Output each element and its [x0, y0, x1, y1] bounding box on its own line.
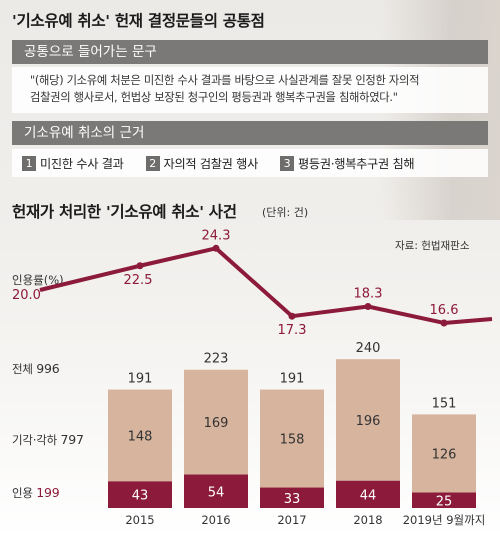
- bar-dismissed-2019년 9월까지: [412, 414, 476, 493]
- rate-first-value: 20.0: [12, 288, 41, 303]
- accepted-series-sum: 199: [36, 485, 60, 500]
- bar-total-label: 191: [280, 372, 305, 387]
- rate-series-label: 인용률(%): [12, 273, 64, 287]
- x-tick-label: 2019년 9월까지: [403, 513, 486, 527]
- common-phrase-quote: "(해당) 기소유예 처분은 미진한 수사 결과를 바탕으로 사실관계를 잘못 …: [12, 67, 488, 113]
- bar-accepted-label: 44: [360, 488, 377, 503]
- rate-point-label: 18.3: [354, 286, 383, 301]
- ground-number-3: 3: [280, 155, 294, 171]
- x-tick-label: 2017: [277, 513, 306, 527]
- chart-title: 헌재가 처리한 '기소유예 취소' 사건: [12, 203, 237, 221]
- accepted-series-name: 인용: [12, 486, 33, 500]
- ground-number-1: 1: [22, 155, 36, 171]
- total-series-label: 전체 996: [12, 361, 60, 377]
- bar-total-label: 240: [356, 341, 381, 356]
- rate-point: [364, 302, 372, 310]
- bar-total-label: 151: [432, 396, 457, 411]
- bar-accepted-2016: [184, 474, 248, 508]
- total-series-sum: 996: [36, 361, 60, 376]
- chart-source: 자료: 헌법재판소: [395, 240, 470, 252]
- bar-dismissed-2015: [108, 389, 172, 482]
- bar-total-label: 191: [128, 372, 153, 387]
- ground-item-1: 1 미진한 수사 결과: [22, 154, 124, 172]
- ground-item-3: 3 평등권·행복추구권 침해: [280, 154, 415, 172]
- bar-dismissed-label: 158: [280, 433, 305, 448]
- common-phrase-header: 공통으로 들어가는 문구: [12, 40, 488, 64]
- accepted-series-label: 인용 199: [12, 485, 60, 501]
- rate-point: [440, 319, 448, 327]
- dismissed-series-label: 기각·각하 797: [12, 432, 84, 448]
- quote-line-1: "(해당) 기소유예 처분은 미진한 수사 결과를 바탕으로 사실관계를 잘못 …: [30, 74, 420, 87]
- x-tick-label: 2016: [201, 513, 230, 527]
- bar-dismissed-2018: [336, 359, 400, 481]
- ground-label-3: 평등권·행복추구권 침해: [298, 157, 415, 171]
- page-title: '기소유예 취소' 헌재 결정문들의 공통점: [12, 12, 265, 30]
- total-series-name: 전체: [12, 362, 33, 376]
- x-tick-label: 2015: [125, 513, 154, 527]
- bar-accepted-label: 33: [284, 492, 301, 507]
- rate-point: [136, 262, 144, 270]
- bar-accepted-2015: [108, 481, 172, 508]
- dismissed-series-name: 기각·각하: [12, 433, 57, 447]
- bar-dismissed-2017: [260, 389, 324, 488]
- chart-unit: (단위: 건): [262, 206, 309, 219]
- quote-line-2: 검찰권의 행사로서, 헌법상 보장된 청구인의 평등권과 행복추구권을 침해하였…: [30, 91, 398, 104]
- bar-dismissed-label: 196: [356, 414, 381, 429]
- ground-item-2: 2 자의적 검찰권 행사: [145, 154, 259, 172]
- bar-accepted-label: 54: [208, 485, 225, 500]
- bar-accepted-2019년 9월까지: [412, 492, 476, 508]
- rate-point-label: 24.3: [202, 228, 231, 243]
- rate-point-label: 22.5: [124, 273, 153, 288]
- bar-accepted-label: 25: [436, 494, 453, 509]
- ground-label-1: 미진한 수사 결과: [40, 157, 124, 171]
- ground-label-2: 자의적 검찰권 행사: [163, 157, 259, 171]
- bar-accepted-label: 43: [132, 489, 149, 504]
- ground-number-2: 2: [145, 155, 160, 171]
- bar-dismissed-label: 148: [128, 429, 153, 444]
- bar-accepted-2017: [260, 487, 324, 508]
- rate-point-label: 17.3: [278, 323, 307, 338]
- grounds-header: 기소유예 취소의 근거: [12, 121, 488, 145]
- rate-point: [288, 312, 296, 320]
- bar-dismissed-label: 169: [204, 416, 229, 431]
- bar-total-label: 223: [204, 352, 229, 367]
- x-tick-label: 2018: [353, 513, 382, 527]
- dismissed-series-sum: 797: [60, 432, 84, 447]
- rate-point-label: 16.6: [430, 303, 459, 318]
- bar-dismissed-label: 126: [432, 447, 457, 462]
- bar-accepted-2018: [336, 480, 400, 508]
- rate-line: [39, 246, 493, 325]
- grounds-list: 1 미진한 수사 결과 2 자의적 검찰권 행사 3 평등권·행복추구권 침해: [12, 149, 488, 177]
- rate-point: [212, 244, 220, 252]
- bar-dismissed-2016: [184, 369, 248, 475]
